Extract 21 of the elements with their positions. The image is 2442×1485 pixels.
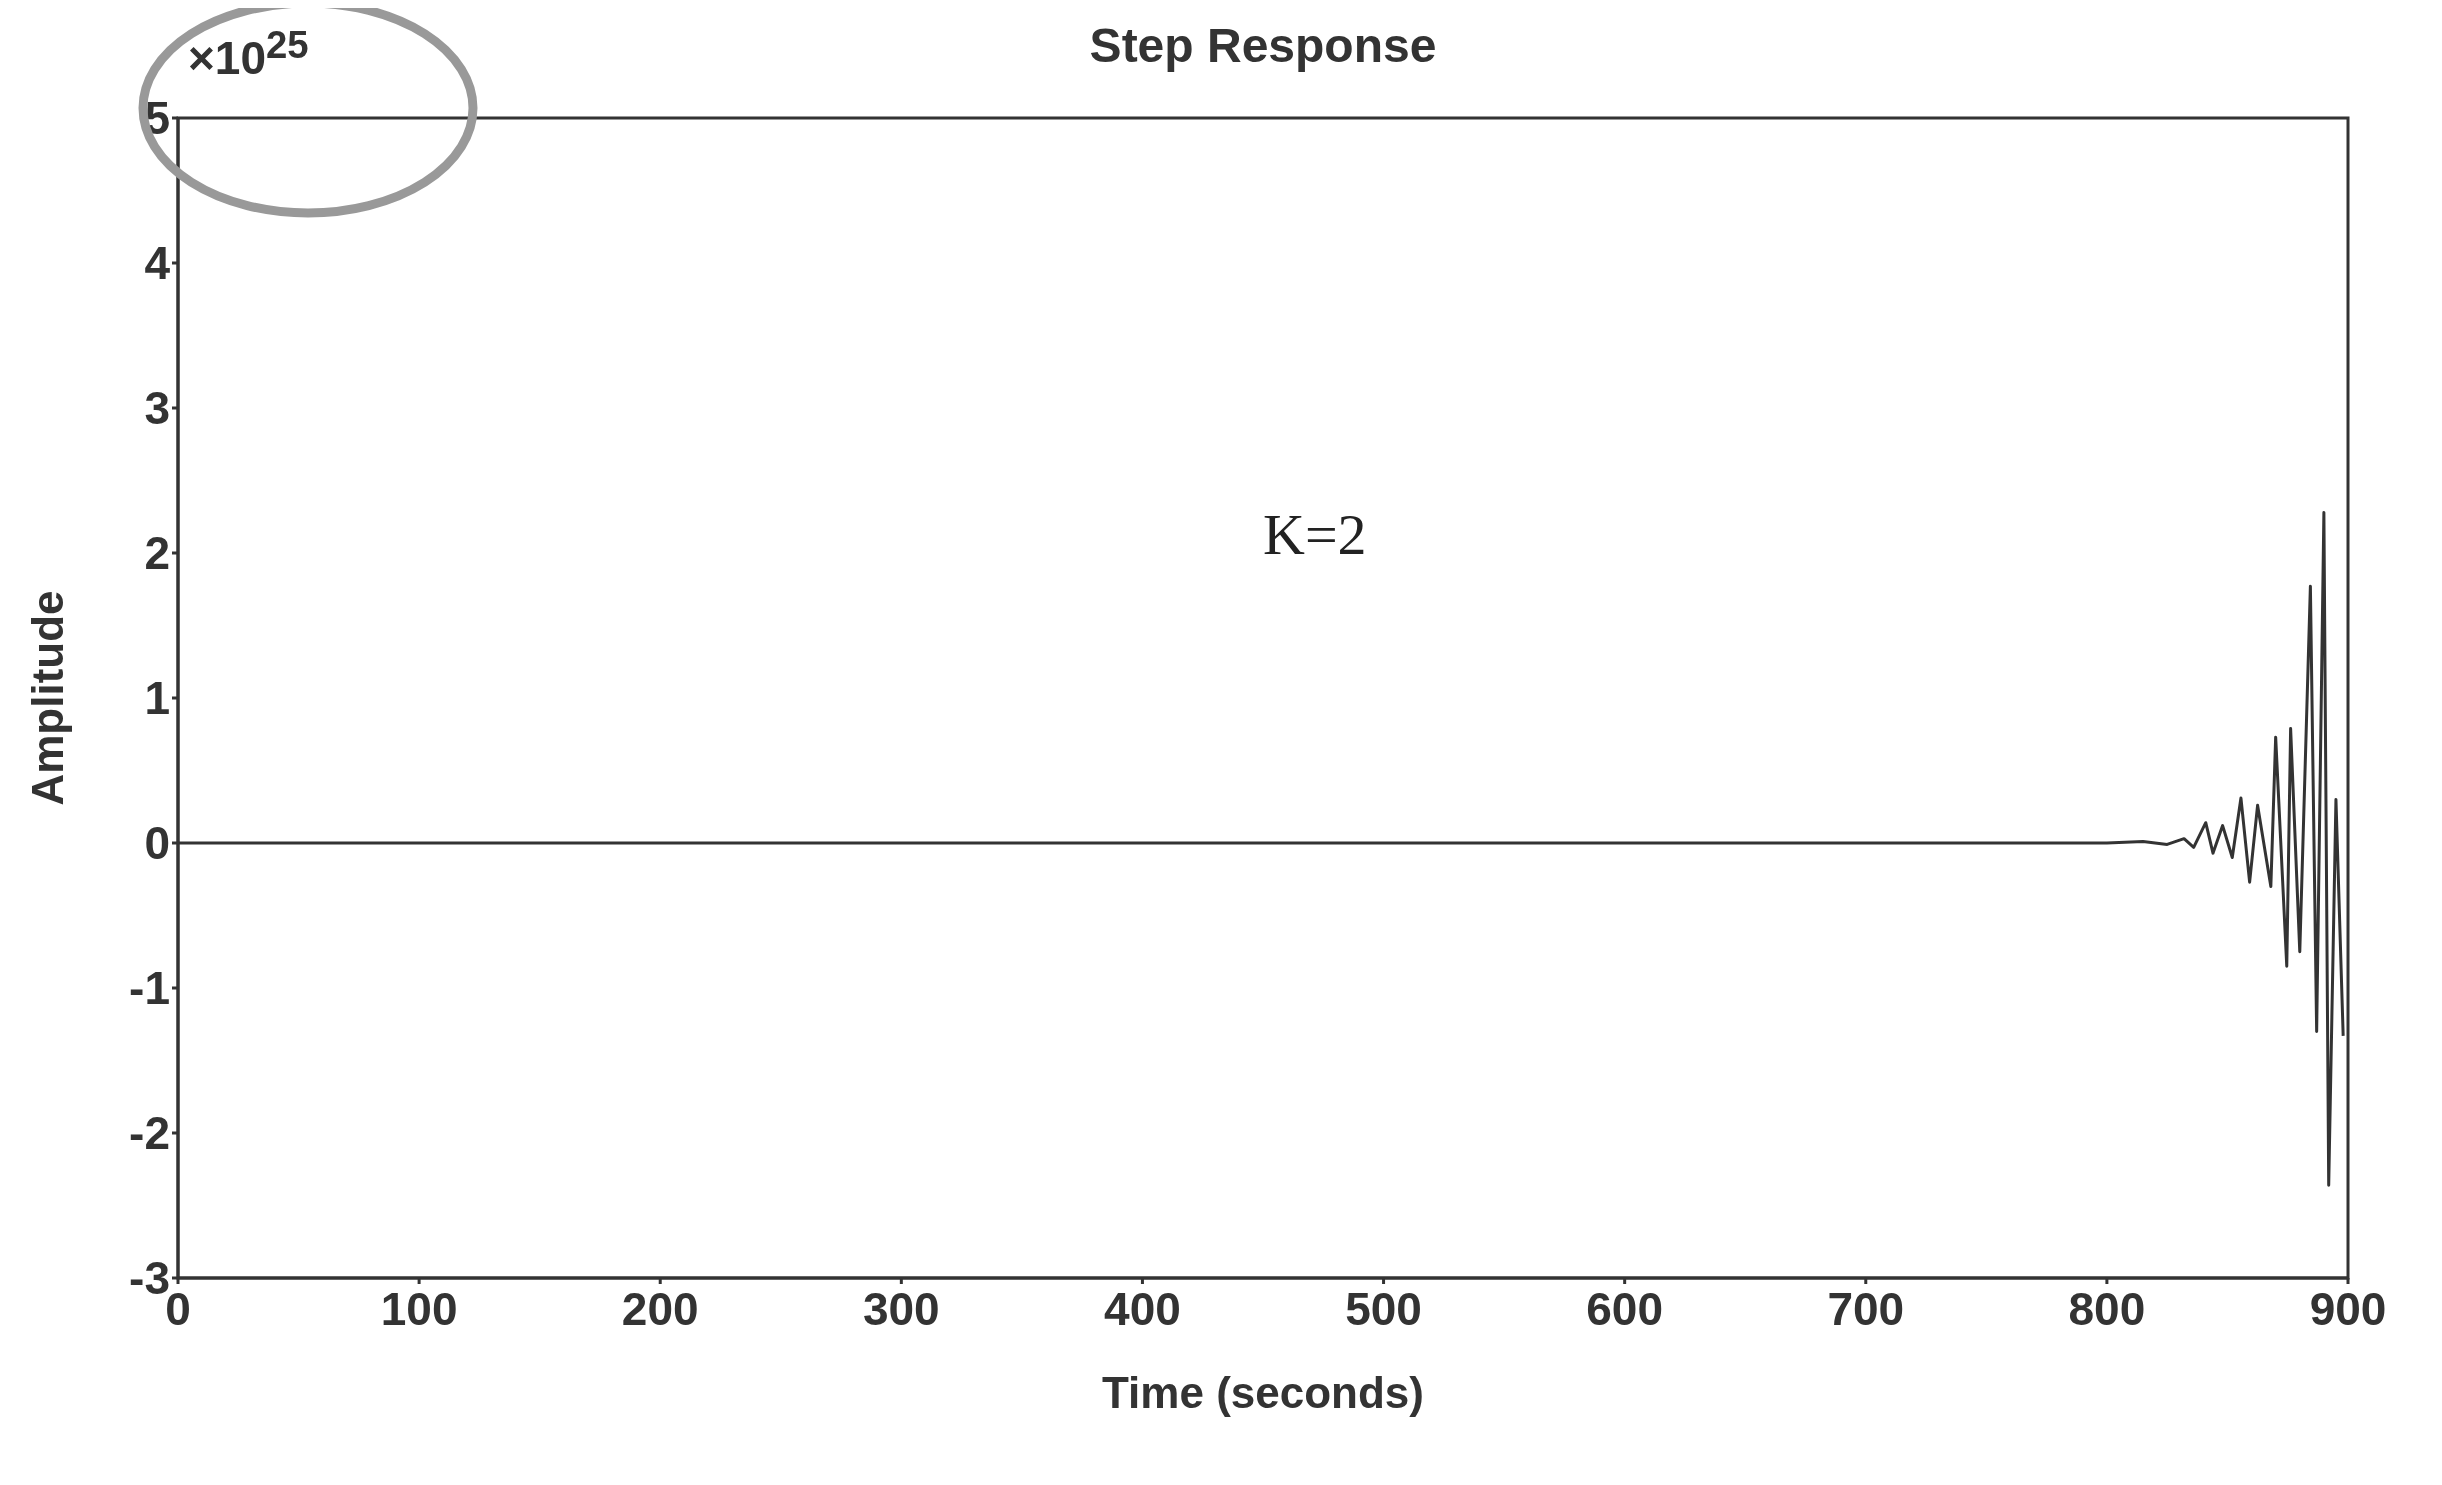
annotation: K=2 bbox=[1263, 500, 1367, 568]
x-tick-label: 200 bbox=[621, 1282, 699, 1335]
y-tick-label: 4 bbox=[144, 237, 171, 290]
y-axis-title: Amplitude bbox=[23, 590, 73, 806]
y-tick-label: 2 bbox=[144, 527, 170, 580]
y-tick-label: -2 bbox=[129, 1107, 170, 1160]
y-tick-label: 3 bbox=[144, 382, 170, 435]
y-tick-label: 1 bbox=[144, 672, 170, 725]
y-tick-label: -1 bbox=[129, 962, 170, 1015]
x-axis-title: Time (seconds) bbox=[1102, 1368, 1424, 1417]
x-tick-label: 600 bbox=[1586, 1282, 1664, 1335]
x-tick-label: 900 bbox=[2309, 1282, 2387, 1335]
text: ×10$^{25}$ bbox=[188, 23, 309, 86]
x-tick-label: 300 bbox=[862, 1282, 940, 1335]
chart-title: Step Response bbox=[1089, 19, 1437, 72]
x-tick-label: 400 bbox=[1104, 1282, 1181, 1335]
x-tick-label: 100 bbox=[380, 1282, 458, 1335]
x-tick-label: 800 bbox=[2068, 1282, 2146, 1335]
x-tick-label: 700 bbox=[1827, 1282, 1905, 1335]
x-tick-label: 500 bbox=[1345, 1282, 1422, 1335]
y-tick-label: 0 bbox=[144, 817, 170, 870]
